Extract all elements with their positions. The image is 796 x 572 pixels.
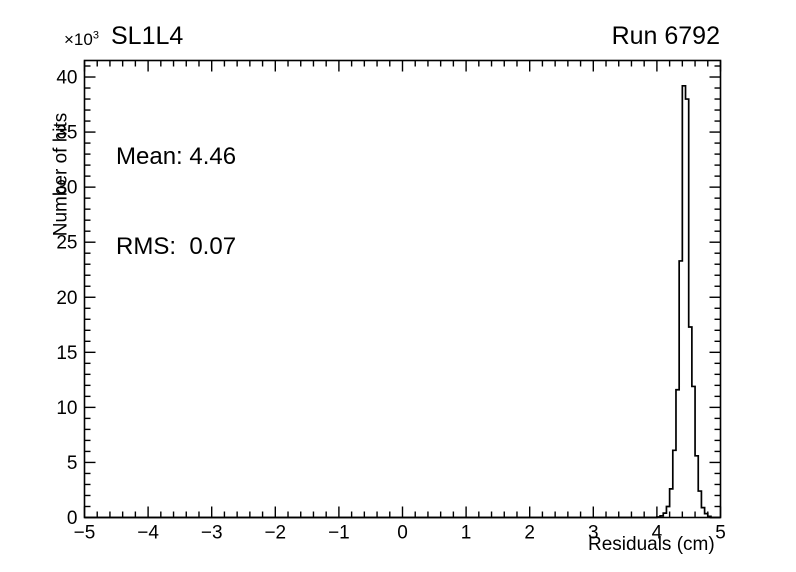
y-tick-label: 5	[67, 453, 78, 474]
axis-tick-labels: −5 −4 −3 −2 −1 0 1 2 3 4 5 0 5 10 15 20 25 30 35 40	[56, 68, 725, 544]
x-tick-label: 2	[524, 523, 535, 544]
y-tick-label: 30	[56, 178, 77, 199]
x-tick-label: 1	[461, 523, 472, 544]
y-tick-label: 20	[56, 288, 77, 309]
x-tick-label: −5	[74, 523, 96, 544]
x-tick-label: −2	[264, 523, 286, 544]
plot-frame	[83, 59, 722, 519]
x-tick-label: −3	[201, 523, 223, 544]
x-tick-label: −4	[137, 523, 159, 544]
histogram-curve	[84, 84, 721, 519]
exponent-prefix: ×10	[64, 30, 93, 49]
stats-rms-line: RMS: 0.07	[116, 233, 237, 260]
y-tick-label: 10	[56, 398, 77, 419]
x-axis-title: Residuals (cm)	[588, 534, 715, 555]
stats-annotation: Mean: 4.46 RMS: 0.07	[116, 82, 236, 322]
y-tick-label: 25	[56, 233, 77, 254]
exponent-power: 3	[92, 29, 99, 42]
histogram-step-path	[84, 84, 721, 519]
y-tick-label: 40	[56, 68, 77, 89]
histogram-title: SL1L4	[111, 22, 184, 50]
x-tick-label: −1	[328, 523, 350, 544]
x-tick-label: 3	[588, 523, 599, 544]
x-tick-label: 4	[652, 523, 663, 544]
axis-ticks	[83, 60, 722, 519]
y-tick-label: 35	[56, 123, 77, 144]
stats-mean-line: Mean: 4.46	[116, 143, 237, 170]
run-label: Run 6792	[611, 22, 720, 50]
y-tick-label: 15	[56, 343, 77, 364]
y-tick-label: 0	[67, 508, 78, 529]
x-tick-label: 5	[715, 523, 726, 544]
x-tick-label: 0	[397, 523, 408, 544]
y-axis-exponent-label: ×103	[64, 29, 99, 49]
